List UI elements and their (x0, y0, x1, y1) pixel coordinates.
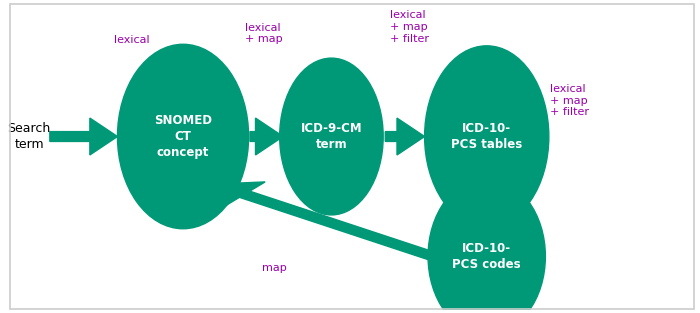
Text: lexical: lexical (114, 35, 150, 45)
Text: ICD-10-
PCS tables: ICD-10- PCS tables (451, 122, 522, 151)
FancyArrow shape (50, 118, 118, 155)
FancyArrow shape (250, 118, 283, 155)
Ellipse shape (425, 46, 549, 227)
Text: lexical
+ map
+ filter: lexical + map + filter (550, 84, 589, 117)
Ellipse shape (118, 44, 248, 229)
Text: ICD-9-CM
term: ICD-9-CM term (300, 122, 362, 151)
Text: lexical
+ map
+ filter: lexical + map + filter (390, 10, 429, 44)
Ellipse shape (280, 58, 383, 215)
Text: map: map (262, 263, 287, 273)
FancyArrow shape (385, 118, 425, 155)
Ellipse shape (428, 178, 545, 313)
FancyArrow shape (464, 228, 509, 248)
Text: SNOMED
CT
concept: SNOMED CT concept (154, 114, 212, 159)
Text: Search
term: Search term (8, 122, 51, 151)
Text: ICD-10-
PCS codes: ICD-10- PCS codes (452, 242, 521, 271)
FancyArrow shape (214, 182, 438, 259)
Text: lexical
+ map: lexical + map (245, 23, 283, 44)
